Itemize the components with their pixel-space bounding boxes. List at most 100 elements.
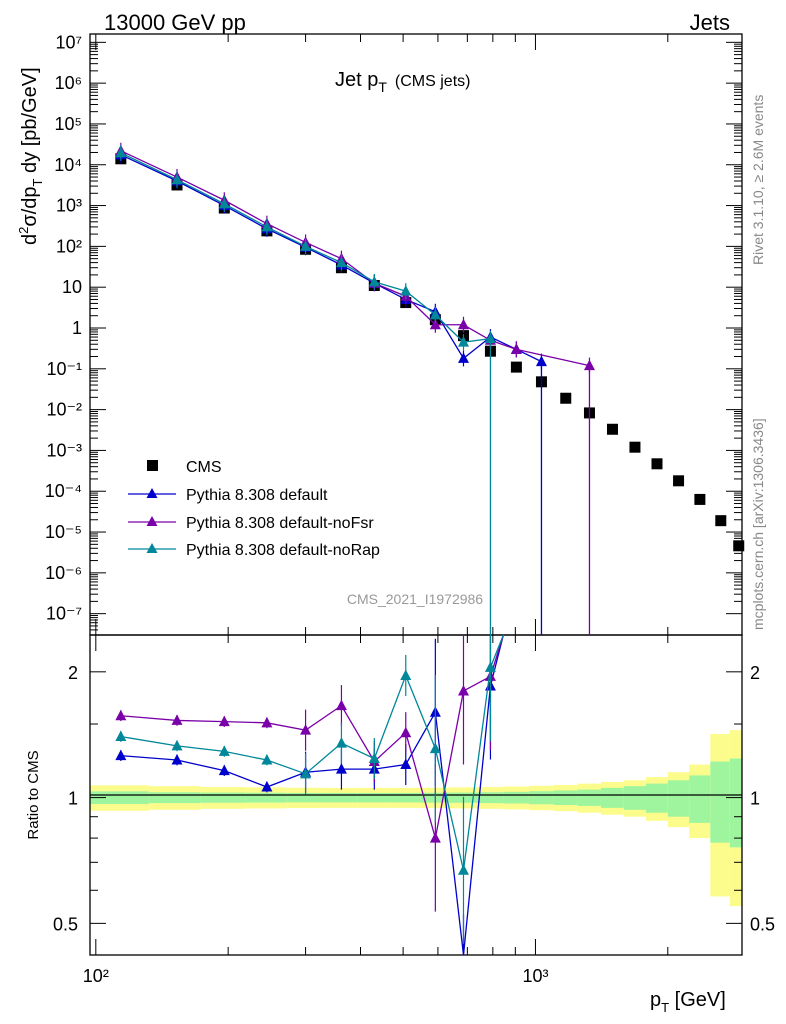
mc-data-point bbox=[583, 359, 595, 371]
ratio-series bbox=[115, 634, 504, 956]
ratio-data-point bbox=[429, 832, 441, 843]
mcplots-credit-text: mcplots.cern.ch [arXiv:1306.3436] bbox=[750, 418, 766, 630]
y-tick-label: 1 bbox=[72, 318, 82, 338]
cms-data-point bbox=[510, 361, 522, 373]
ratio-series-continuation bbox=[489, 634, 504, 668]
ratio-plot-frame bbox=[89, 634, 743, 956]
legend-marker-norap bbox=[146, 543, 158, 553]
x-axis-label: pT [GeV] bbox=[650, 989, 726, 1015]
y-tick-label: 10⁻³ bbox=[46, 440, 82, 460]
mc-data-point bbox=[261, 220, 273, 232]
legend-marker-default bbox=[146, 488, 158, 498]
axis-tick-labels: 10² 10³ 10⁻⁷ 10⁻⁶ 10⁻⁵ 10⁻⁴ 10⁻³ 10⁻² 10⁻¹ 1 10 10²… bbox=[45, 32, 775, 986]
ratio-band-inner bbox=[503, 791, 529, 804]
y-tick-label: 10⁻¹ bbox=[46, 359, 82, 379]
cms-data-point bbox=[715, 515, 727, 527]
legend-marker-cms bbox=[147, 460, 158, 471]
cms-data-point bbox=[733, 540, 745, 552]
ratio-data-point bbox=[171, 739, 183, 751]
ratio-band-inner bbox=[390, 792, 421, 803]
ratio-band-inner bbox=[476, 792, 504, 804]
x-tick-label: 10³ bbox=[522, 966, 548, 986]
header-left: 13000 GeV pp bbox=[104, 10, 246, 35]
cms-data-point bbox=[651, 458, 663, 470]
rivet-version-text: Rivet 3.1.10, ≥ 2.6M events bbox=[750, 95, 766, 265]
ratio-band-inner bbox=[553, 790, 578, 806]
plot-title: Jet pT (CMS jets) bbox=[335, 69, 470, 95]
ratio-data-point bbox=[400, 726, 412, 738]
ratio-band-inner bbox=[323, 792, 358, 803]
ratio-y-tick-label-right: 1 bbox=[750, 789, 760, 809]
ratio-band-inner bbox=[245, 792, 287, 803]
y-tick-label: 10⁻² bbox=[46, 400, 82, 420]
ratio-band-inner bbox=[148, 792, 201, 804]
legend-label-nofsr: Pythia 8.308 default-noFsr bbox=[186, 515, 374, 532]
ratio-y-tick-label: 1 bbox=[68, 789, 78, 809]
ratio-data-point bbox=[429, 742, 441, 754]
ratio-data-point bbox=[335, 763, 347, 774]
ratio-band-inner bbox=[286, 792, 324, 803]
mc-data-point bbox=[535, 355, 547, 367]
mc-data-point bbox=[171, 173, 183, 185]
ratio-band-inner bbox=[623, 786, 646, 810]
y-tick-label: 10⁴ bbox=[54, 155, 82, 175]
ratio-data-point bbox=[115, 730, 127, 742]
mc-data-point bbox=[400, 285, 412, 296]
ratio-y-tick-label: 0.5 bbox=[53, 914, 78, 934]
mc-data-point bbox=[429, 318, 441, 330]
ratio-band-inner bbox=[689, 775, 711, 823]
ratio-data-point bbox=[115, 709, 127, 721]
ratio-data-point bbox=[171, 754, 183, 765]
ratio-data-point bbox=[400, 758, 412, 770]
header-right: Jets bbox=[690, 10, 730, 35]
ratio-data-point bbox=[261, 781, 273, 792]
ratio-data-point bbox=[261, 716, 273, 728]
cms-data-point bbox=[629, 441, 641, 453]
mc-data-point bbox=[484, 332, 496, 344]
ratio-y-tick-label: 2 bbox=[68, 663, 78, 683]
cms-data-point bbox=[560, 392, 572, 404]
ratio-data-point bbox=[300, 724, 312, 735]
legend: CMS Pythia 8.308 default Pythia 8.308 de… bbox=[128, 459, 380, 559]
ratio-data-point bbox=[457, 864, 469, 875]
ratio-data-point bbox=[457, 684, 469, 696]
cms-data-point bbox=[606, 423, 618, 435]
mc-data-point bbox=[335, 256, 347, 268]
ratio-data-point bbox=[300, 767, 312, 779]
ratio-y-tick-label-right: 0.5 bbox=[750, 914, 775, 934]
y-tick-label: 10² bbox=[56, 236, 82, 256]
ratio-band-inner bbox=[729, 758, 742, 848]
mc-data-point bbox=[457, 336, 469, 347]
ratio-data-point bbox=[171, 714, 183, 725]
ratio-data-point bbox=[335, 699, 347, 711]
y-tick-label: 10⁻⁵ bbox=[45, 522, 82, 542]
ratio-band-inner bbox=[600, 787, 624, 808]
ratio-band-inner bbox=[645, 783, 668, 813]
ratio-data-point bbox=[335, 737, 347, 748]
mc-data-point bbox=[510, 343, 522, 354]
mc-data-point bbox=[457, 352, 469, 363]
y-tick-label: 10 bbox=[62, 277, 82, 297]
legend-label-cms: CMS bbox=[186, 459, 222, 476]
ratio-data-point bbox=[218, 745, 230, 756]
ratio-data-point bbox=[368, 752, 380, 764]
main-y-axis-label: d2σ/dpT dy [pb/GeV] bbox=[16, 67, 45, 245]
y-tick-label: 10⁶ bbox=[55, 73, 82, 93]
mc-data-point bbox=[115, 146, 127, 158]
y-tick-label: 10⁷ bbox=[55, 32, 82, 52]
y-tick-label: 10⁻⁷ bbox=[46, 604, 82, 624]
ratio-band-inner bbox=[667, 780, 690, 817]
cms-data-point bbox=[673, 475, 685, 487]
legend-marker-nofsr bbox=[146, 516, 158, 526]
mc-data-point bbox=[300, 240, 312, 251]
ratio-data-point bbox=[400, 669, 412, 680]
ratio-band-inner bbox=[710, 761, 730, 843]
x-tick-label: 10² bbox=[83, 966, 109, 986]
ratio-y-axis-label: Ratio to CMS bbox=[25, 750, 42, 839]
legend-label-default: Pythia 8.308 default bbox=[186, 487, 328, 504]
legend-label-norap: Pythia 8.308 default-noRap bbox=[186, 542, 380, 559]
analysis-watermark: CMS_2021_I1972986 bbox=[347, 591, 483, 607]
ratio-uncertainty-bands bbox=[90, 730, 742, 907]
ratio-band-inner bbox=[357, 792, 391, 803]
